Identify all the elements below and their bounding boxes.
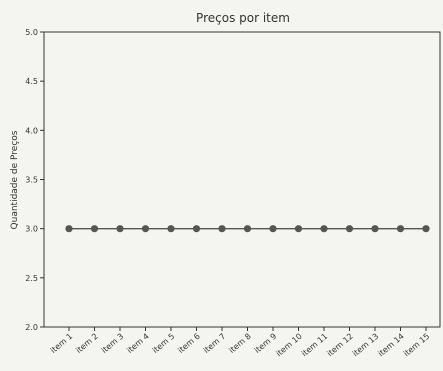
data-point: [422, 225, 430, 233]
y-tick-label: 4.0: [25, 126, 38, 135]
x-tick-label: item 14: [376, 332, 405, 359]
y-tick-label: 2.0: [25, 323, 38, 332]
data-point: [218, 225, 226, 233]
y-tick-label: 2.5: [25, 274, 38, 283]
x-tick-label: item 11: [300, 332, 329, 359]
data-point: [345, 225, 354, 233]
x-tick-label: item 5: [151, 332, 176, 355]
x-tick-label: item 6: [176, 332, 201, 355]
y-tick-label: 3.5: [25, 176, 38, 185]
x-tick-label: item 12: [325, 332, 354, 359]
data-point: [294, 225, 303, 233]
x-tick-label: item 4: [125, 332, 150, 355]
data-point: [90, 225, 99, 233]
x-tick-label: item 15: [402, 332, 431, 359]
x-tick-label: item 2: [74, 332, 99, 355]
y-tick-label: 5.0: [25, 28, 38, 37]
data-point: [167, 225, 175, 233]
y-axis: 2.0 2.5 3.0 3.5 4.0 4.5 5.0: [25, 28, 44, 332]
data-point: [396, 225, 405, 233]
data-point: [243, 225, 252, 233]
x-tick-label: item 7: [202, 332, 227, 355]
x-tick-label: item 3: [100, 332, 125, 355]
data-point: [141, 225, 150, 233]
y-tick-label: 4.5: [25, 77, 38, 86]
data-point: [371, 225, 379, 233]
series-layer: [65, 225, 430, 233]
data-point: [269, 225, 277, 233]
data-point: [192, 225, 201, 233]
chart-title: Preços por item: [196, 11, 290, 25]
x-tick-label: item 13: [351, 332, 380, 359]
x-tick-label: item 10: [274, 332, 303, 359]
data-point: [65, 225, 73, 233]
x-tick-label: item 8: [227, 332, 252, 355]
x-axis: item 1 item 2 item 3 item 4 item 5 item 6 item…: [49, 327, 431, 358]
y-axis-label: Quantidade de Preços: [10, 130, 20, 229]
data-point: [116, 225, 124, 233]
data-point: [320, 225, 328, 233]
x-tick-label: item 1: [49, 332, 74, 355]
y-tick-label: 3.0: [25, 225, 38, 234]
plot-area: [43, 31, 441, 328]
